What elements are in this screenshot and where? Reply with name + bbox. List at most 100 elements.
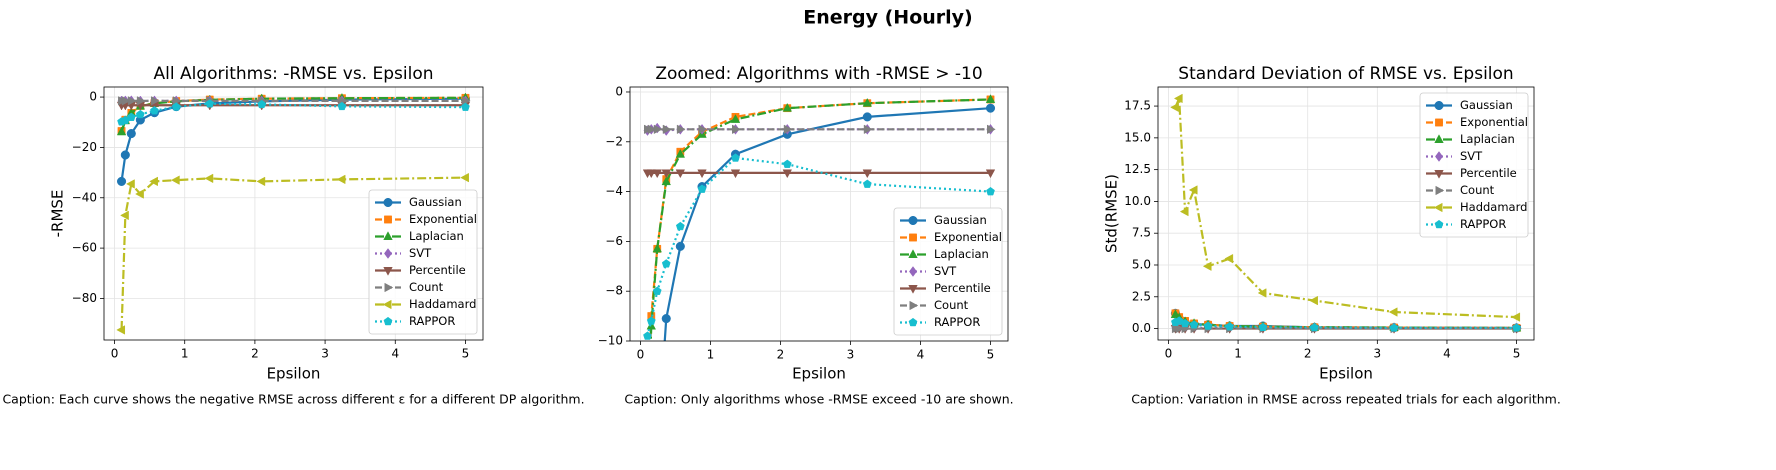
data-point [782,169,793,179]
legend-label: Laplacian [409,229,464,243]
x-axis-label: Epsilon [792,365,846,383]
legend-label: Count [1460,183,1495,197]
y-tick-label: −4 [605,184,623,198]
y-tick-label: −2 [605,134,623,148]
y-tick-label: 5.0 [1132,257,1151,271]
data-point [697,184,707,193]
y-tick-label: 7.5 [1132,226,1151,240]
subplot-title: Standard Deviation of RMSE vs. Epsilon [1178,64,1513,84]
x-tick-label: 4 [1443,347,1451,361]
x-tick-label: 5 [987,348,995,362]
axes-frame [629,86,1009,342]
subplot-title: All Algorithms: -RMSE vs. Epsilon [153,64,433,84]
legend: Gaussian Exponential Laplacian SVT Percentil… [893,207,1003,336]
y-tick-label: 15.0 [1124,130,1151,144]
data-point [1309,295,1318,306]
legend-label: Count [934,298,969,312]
y-tick-label: −80 [72,291,97,305]
legend-marker [1435,151,1443,162]
data-point [116,126,127,136]
x-tick-label: 1 [1234,347,1242,361]
data-point [987,124,996,135]
data-point [1175,323,1185,334]
legend-marker [1435,185,1445,196]
x-tick-label: 3 [321,347,329,361]
data-point [661,259,671,268]
x-axis-label: Epsilon [267,365,321,383]
data-point [646,316,656,325]
data-point [652,169,662,179]
plot-area [1170,93,1522,334]
y-tick-label: −40 [72,190,97,204]
data-point [662,124,672,135]
data-point [697,169,707,179]
legend-label: RAPPOR [934,315,980,329]
data-point [461,102,470,111]
legend-marker [908,317,918,327]
data-point [1310,322,1319,332]
series-line [1174,98,1517,319]
data-point [862,97,873,107]
data-point [661,169,671,179]
y-tick-label: 10.0 [1124,194,1151,208]
x-tick-label: 4 [917,348,925,362]
data-point [171,102,181,111]
data-point [1258,322,1268,332]
data-point [730,114,741,123]
legend-box [893,207,1003,336]
legend-label: RAPPOR [1460,217,1506,231]
legend-label: Exponential [409,212,477,226]
data-point [1388,307,1398,317]
data-point [116,325,126,335]
legend-label: Exponential [934,230,1002,244]
data-point [732,124,741,135]
legend-marker [908,249,918,258]
subplot-title: Zoomed: Algorithms with -RMSE > -10 [655,64,982,84]
data-point [782,159,792,168]
data-point [1179,206,1189,217]
data-point [120,210,129,221]
data-point [985,103,996,113]
data-point [986,186,995,196]
data-point [782,102,793,112]
data-point [653,124,663,135]
x-tick-label: 3 [1374,347,1382,361]
data-point [149,176,158,187]
data-point [337,101,347,111]
data-point [204,173,214,184]
data-point [1389,323,1399,332]
data-point [170,175,180,185]
legend-label: Gaussian [1460,98,1513,112]
legend-marker [909,233,917,242]
x-tick-label: 3 [847,348,855,362]
data-point [661,314,671,324]
data-point [126,129,136,139]
data-point [1225,322,1235,331]
legend-label: SVT [1460,149,1483,163]
data-point [652,286,662,295]
y-axis-label: -RMSE [49,190,67,238]
legend-label: Haddamard [409,297,476,311]
series-line [120,176,466,330]
subplot: Zoomed: Algorithms with -RMSE > -10 Epsil… [598,64,1014,407]
series-line [120,96,466,133]
data-point [730,169,741,179]
y-tick-label: −10 [598,334,623,348]
data-point [985,169,996,179]
y-tick-label: −20 [72,140,97,154]
data-point [675,148,686,158]
data-point [863,124,873,135]
y-tick-label: 0 [615,84,623,98]
legend-marker [1434,134,1444,143]
data-point [646,169,656,179]
data-point [1512,323,1521,332]
y-tick-label: −60 [72,241,97,255]
legend-box [1419,92,1529,238]
data-point [257,99,267,109]
legend: Gaussian Exponential Laplacian SVT Percentil… [1419,92,1529,238]
data-point [862,169,873,179]
legend-box [368,189,478,335]
x-tick-label: 1 [707,348,715,362]
axes-frame [103,86,484,341]
